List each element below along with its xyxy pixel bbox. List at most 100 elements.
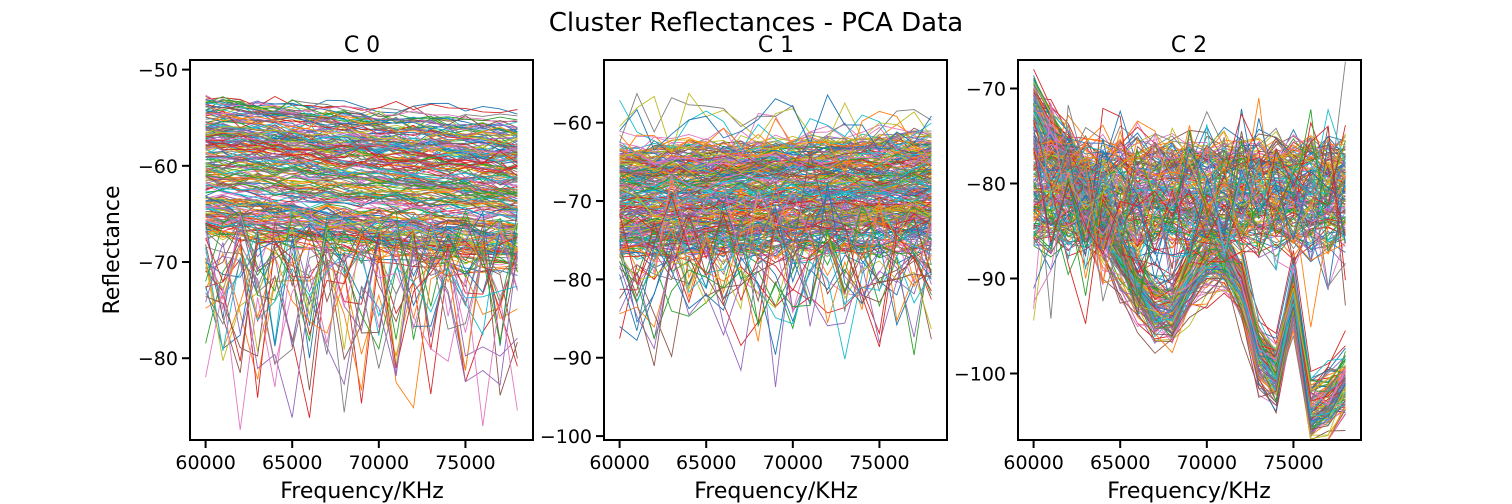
series-line [205,227,518,254]
series-line [1033,99,1346,260]
series-line [205,167,518,213]
plot-lines [619,92,932,387]
plot-frame [189,59,534,441]
series-line [619,132,932,163]
series-line [205,103,518,129]
series-line [205,99,518,115]
series-line [619,143,932,169]
series-line [205,188,518,216]
series-line [619,171,932,200]
series-line [619,176,932,205]
series-line [205,248,518,380]
x-tick-label: 60000 [589,452,649,474]
series-line [205,103,518,133]
series-line [619,154,932,196]
series-line [205,231,518,334]
series-line [205,126,518,145]
series-line [205,172,518,195]
series-line [205,154,518,182]
y-tick-label: −100 [540,426,592,448]
series-line [619,205,932,300]
series-line [1033,97,1346,279]
series-line [1033,125,1346,328]
y-tick-label: −90 [552,348,592,370]
x-axis-label: Frequency/KHz [1107,479,1271,504]
series-line [1033,126,1346,167]
series-line [205,235,518,398]
series-line [205,137,518,154]
series-line [205,227,518,391]
series-line [1033,125,1346,281]
series-line [619,195,932,348]
series-line [1033,130,1346,274]
series-line [205,206,518,344]
y-ticks: −50 −60 −70 −80 [138,60,190,370]
series-line [1033,170,1346,211]
series-line [619,240,932,342]
series-line [205,96,518,123]
series-line [205,209,518,344]
series-line [619,132,932,162]
series-line [205,183,518,221]
series-line [205,196,518,228]
series-line [1033,170,1346,208]
series-line [205,162,518,191]
x-tick-label: 65000 [262,452,322,474]
series-line [619,168,932,312]
series-line [619,143,932,181]
series-line [619,211,932,367]
series-line [1033,193,1346,248]
series-line [205,175,518,223]
series-line [205,198,518,231]
series-line [205,228,518,256]
series-line [205,159,518,195]
series-line [205,94,518,124]
series-line [205,240,518,366]
series-line [205,152,518,200]
series-line [205,162,518,212]
figure-title: Cluster Reflectances - PCA Data [549,8,963,38]
series-line [619,204,932,233]
plot-lines [1033,61,1346,441]
panel-c0: C 0 60000 65000 70000 75000 −50 −60 −70 −80 Fr… [100,33,534,504]
panel-title: C 2 [1171,33,1207,58]
series-line [619,145,932,165]
series-line [619,152,932,173]
x-tick-label: 70000 [349,452,409,474]
series-line [205,99,518,148]
series-line [619,136,932,164]
x-ticks: 60000 65000 70000 75000 [1003,440,1324,474]
series-line [1033,176,1346,219]
series-line [205,198,518,226]
series-line [205,229,518,367]
series-line [619,110,932,175]
y-tick-label: −50 [138,60,178,82]
x-tick-label: 75000 [1263,452,1323,474]
y-tick-label: −70 [138,252,178,274]
x-tick-label: 75000 [849,452,909,474]
y-tick-label: −80 [138,348,178,370]
series-line [1033,138,1346,177]
x-tick-label: 65000 [1090,452,1150,474]
series-line [205,242,518,386]
series-line [205,208,518,228]
panel-c2: C 2 60000 65000 70000 75000 −70 −80 −90 −100 F… [954,33,1362,504]
x-tick-label: 60000 [175,452,235,474]
series-line [205,228,518,276]
x-tick-label: 70000 [763,452,823,474]
x-ticks: 60000 65000 70000 75000 [175,440,496,474]
y-tick-label: −80 [966,174,1006,196]
y-tick-label: −100 [954,364,1006,386]
series-line [205,162,518,183]
series-line [619,193,932,323]
series-line [619,231,932,359]
y-ticks: −60 −70 −80 −90 −100 [540,113,604,448]
panel-title: C 0 [344,33,380,58]
series-line [619,160,932,192]
series-line [205,144,518,165]
series-line [619,93,932,152]
series-line [205,142,518,175]
plot-lines [205,94,518,430]
x-tick-label: 75000 [435,452,495,474]
